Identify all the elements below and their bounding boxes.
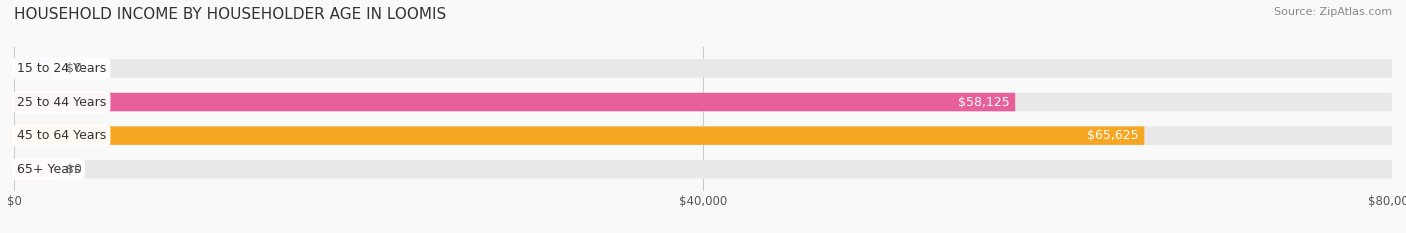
FancyBboxPatch shape [14,59,52,78]
Text: $0: $0 [66,163,83,176]
FancyBboxPatch shape [14,93,1015,111]
FancyBboxPatch shape [14,59,1392,78]
Text: 65+ Years: 65+ Years [17,163,80,176]
Text: $65,625: $65,625 [1087,129,1139,142]
Text: 15 to 24 Years: 15 to 24 Years [17,62,105,75]
FancyBboxPatch shape [14,160,52,178]
FancyBboxPatch shape [14,160,1392,178]
FancyBboxPatch shape [14,126,1392,145]
FancyBboxPatch shape [14,93,1392,111]
Text: HOUSEHOLD INCOME BY HOUSEHOLDER AGE IN LOOMIS: HOUSEHOLD INCOME BY HOUSEHOLDER AGE IN L… [14,7,446,22]
Text: $0: $0 [66,62,83,75]
Text: Source: ZipAtlas.com: Source: ZipAtlas.com [1274,7,1392,17]
FancyBboxPatch shape [14,126,1144,145]
Text: $58,125: $58,125 [957,96,1010,109]
Text: 25 to 44 Years: 25 to 44 Years [17,96,105,109]
Text: 45 to 64 Years: 45 to 64 Years [17,129,105,142]
